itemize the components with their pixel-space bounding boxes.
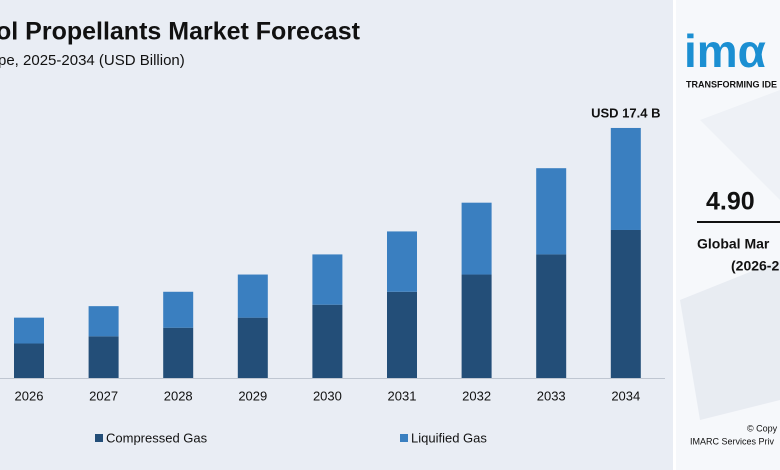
- legend-swatch: [400, 434, 408, 442]
- bar-segment: [14, 317, 44, 344]
- bar-segment: [610, 229, 641, 378]
- x-tick-label: 2034: [611, 388, 640, 403]
- bar-segment: [312, 254, 343, 305]
- bar-segment: [237, 317, 268, 378]
- chart-subtitle: pe, 2025-2034 (USD Billion): [0, 52, 185, 69]
- bar-segment: [461, 202, 492, 275]
- cagr-period: (2026-2: [731, 258, 779, 274]
- sidebar-decoration: [680, 260, 780, 420]
- sidebar-decoration: [700, 90, 780, 200]
- x-tick-label: 2031: [388, 388, 417, 403]
- bar-segment: [88, 336, 119, 378]
- x-tick-label: 2030: [313, 388, 342, 403]
- bar-segment: [536, 254, 567, 378]
- bar-segment: [88, 306, 119, 337]
- logo: imα: [684, 25, 766, 77]
- bar-segment: [14, 343, 44, 378]
- chart-title: ol Propellants Market Forecast: [0, 18, 361, 46]
- cagr-value: 4.90: [706, 188, 755, 216]
- legend-swatch: [95, 434, 103, 442]
- bar-segment: [461, 274, 492, 378]
- legend-label: Compressed Gas: [106, 430, 208, 445]
- bar-segment: [387, 231, 417, 292]
- x-tick-label: 2026: [15, 388, 44, 403]
- bar-segment: [312, 304, 343, 378]
- bar-segment: [237, 274, 268, 318]
- bar-segment: [610, 127, 641, 230]
- bar-segment: [387, 291, 417, 378]
- copyright: © Copy: [747, 423, 778, 433]
- bar-segment: [536, 168, 567, 255]
- x-tick-label: 2028: [164, 388, 193, 403]
- x-tick-label: 2033: [537, 388, 566, 403]
- bar-segment: [163, 291, 194, 328]
- x-tick-label: 2029: [238, 388, 267, 403]
- x-tick-label: 2027: [89, 388, 118, 403]
- legend-label: Liquified Gas: [411, 430, 487, 445]
- x-tick-label: 2032: [462, 388, 491, 403]
- annotation: USD 17.4 B: [591, 105, 660, 120]
- company: IMARC Services Priv: [690, 436, 775, 446]
- cagr-label: Global Mar: [697, 236, 770, 252]
- tagline: TRANSFORMING IDE: [686, 79, 777, 89]
- bar-segment: [163, 327, 194, 378]
